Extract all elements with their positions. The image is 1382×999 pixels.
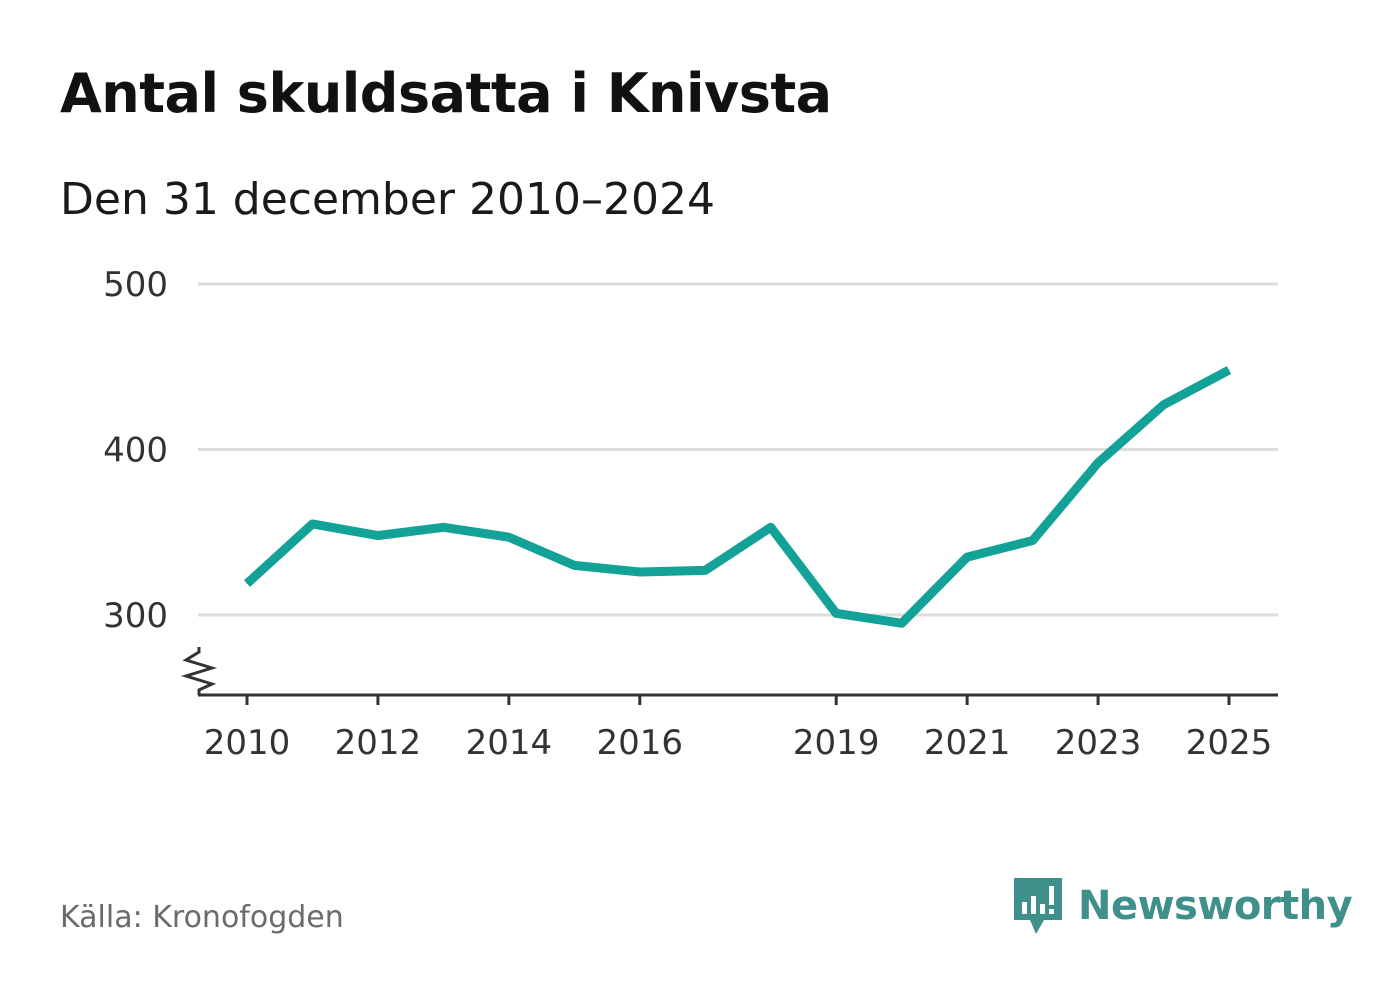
- x-tick-label: 2016: [597, 723, 684, 763]
- data-point: [1163, 404, 1165, 406]
- data-point: [901, 622, 903, 624]
- newsworthy-logo-icon: [1014, 878, 1062, 934]
- chart-title: Antal skuldsatta i Knivsta: [60, 62, 832, 125]
- data-point: [639, 571, 641, 573]
- data-point: [704, 569, 706, 571]
- data-point: [442, 526, 444, 528]
- data-point: [1097, 462, 1099, 464]
- x-axis-labels: 2010 2012 2014 2016 2019 2021 2023 2025: [204, 723, 1273, 763]
- data-point: [1228, 369, 1230, 371]
- data-point: [508, 536, 510, 538]
- source-note: Källa: Kronofogden: [60, 900, 344, 935]
- y-axis-labels: 300 400 500: [103, 265, 168, 636]
- series-group: [243, 366, 1232, 628]
- data-point: [835, 612, 837, 614]
- x-tick-label: 2019: [793, 723, 880, 763]
- x-tick-label: 2025: [1186, 723, 1273, 763]
- x-tick-label: 2023: [1055, 723, 1142, 763]
- data-point: [770, 526, 772, 528]
- gridlines: [198, 282, 1278, 617]
- y-tick-label: 400: [103, 431, 168, 471]
- y-tick-label: 300: [103, 596, 168, 636]
- x-tick-label: 2014: [466, 723, 553, 763]
- data-point: [377, 535, 379, 537]
- data-point: [1032, 540, 1034, 542]
- x-axis: [180, 647, 1278, 705]
- x-tick-label: 2012: [335, 723, 422, 763]
- series-line-0: [243, 366, 1232, 628]
- y-tick-label: 500: [103, 265, 168, 305]
- axis-break-mark: [180, 647, 218, 695]
- data-point: [246, 583, 248, 585]
- x-tick-label: 2010: [204, 723, 291, 763]
- chart-subtitle: Den 31 december 2010–2024: [60, 174, 715, 225]
- data-point: [966, 556, 968, 558]
- data-point: [573, 564, 575, 566]
- data-point: [311, 523, 313, 525]
- newsworthy-logo: Newsworthy: [1010, 876, 1353, 936]
- x-tick-label: 2021: [924, 723, 1011, 763]
- brand-name: Newsworthy: [1078, 883, 1353, 929]
